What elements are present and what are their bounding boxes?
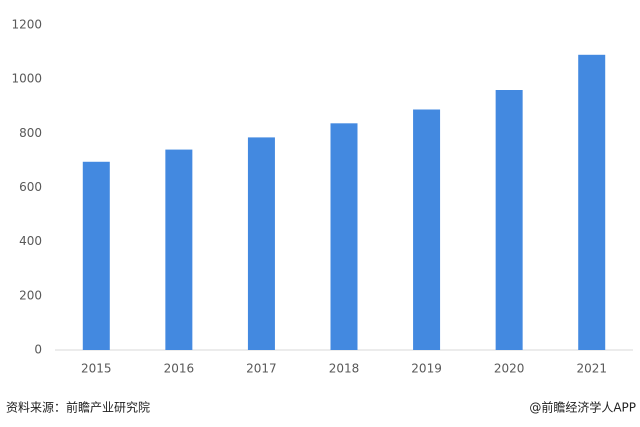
x-tick-label: 2018: [329, 362, 360, 376]
y-tick-label: 800: [19, 126, 42, 140]
bar: [247, 137, 275, 350]
x-tick-label: 2017: [246, 362, 277, 376]
credit: @前瞻经济学人APP: [529, 400, 636, 415]
y-tick-label: 200: [19, 288, 42, 302]
bar: [413, 109, 441, 350]
x-tick-label: 2020: [494, 362, 525, 376]
y-tick-label: 400: [19, 234, 42, 248]
bar: [495, 90, 523, 350]
bar: [82, 161, 110, 350]
bar: [578, 54, 606, 351]
x-tick-label: 2021: [576, 362, 607, 376]
y-tick-label: 1200: [11, 18, 42, 32]
y-tick-label: 600: [19, 180, 42, 194]
y-tick-label: 1000: [11, 72, 42, 86]
x-tick-label: 2019: [411, 362, 442, 376]
bar: [165, 149, 193, 350]
y-tick-label: 0: [34, 343, 42, 357]
bar: [330, 123, 358, 350]
x-tick-label: 2015: [81, 362, 112, 376]
x-tick-label: 2016: [164, 362, 195, 376]
source-note: 资料来源：前瞻产业研究院: [6, 400, 150, 415]
